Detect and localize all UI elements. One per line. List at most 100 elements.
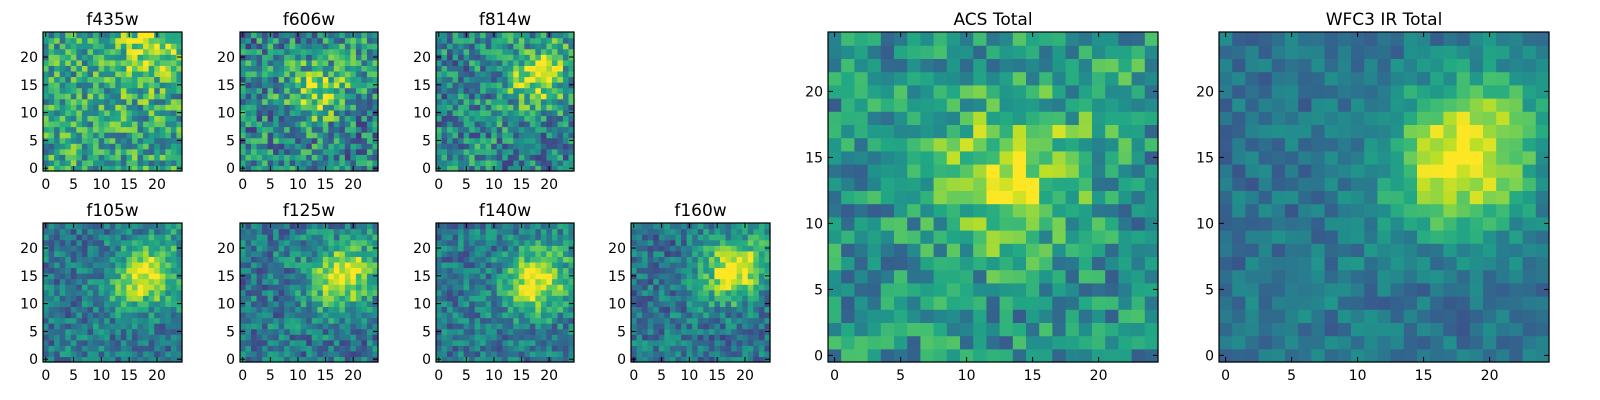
heatmap-cell [692,334,699,341]
heatmap-cell [658,289,665,296]
heatmap-cell [540,120,547,128]
heatmap-cell [366,70,374,78]
heatmap-cell [143,334,150,341]
heatmap-cell [126,306,133,313]
heatmap-cell [551,228,559,235]
heatmap-cell [692,239,699,246]
heatmap-cell [278,98,285,105]
heatmap-cell [436,104,443,111]
heatmap-cell [491,228,498,235]
heatmap-cell [289,284,296,291]
heatmap-cell [658,317,665,324]
heatmap-cell [93,48,100,55]
heatmap-cell [54,93,61,100]
heatmap-cell [372,261,379,269]
heatmap-cell [165,284,172,291]
heatmap-cell [458,300,465,307]
heatmap-cell [43,289,50,296]
heatmap-cell [154,48,161,55]
heatmap-cell [154,76,161,83]
heatmap-cell [43,37,50,44]
heatmap-cell [278,311,285,319]
heatmap-cell [372,250,379,257]
heatmap-cell [1105,190,1119,205]
heatmap-cell [463,126,470,133]
heatmap-cell [317,87,324,94]
heatmap-cell [361,93,368,100]
heatmap-cell [170,328,178,335]
heatmap-cell [70,239,77,246]
heatmap-cell [366,289,374,296]
heatmap-cell [529,278,536,285]
heatmap-cell [126,311,133,319]
heatmap-cell [452,120,459,128]
heatmap-cell [143,76,150,83]
heatmap-cell [278,32,285,39]
heatmap-cell [540,228,547,235]
heatmap-cell [131,306,139,313]
heatmap-cell [736,239,743,246]
heatmap-cell [867,243,882,257]
heatmap-cell [636,250,643,257]
heatmap-cell [333,300,340,307]
heatmap-cell [692,295,699,302]
heatmap-cell [115,76,122,83]
heatmap-cell [54,37,61,44]
heatmap-cell [557,109,564,116]
heatmap-cell [350,267,357,274]
heatmap-cell [452,228,459,235]
heatmap-cell [458,37,465,44]
heatmap-cell [355,300,363,307]
heatmap-cell [714,295,721,302]
heatmap-cell [48,76,55,83]
heatmap-cell [647,223,654,230]
heatmap-cell [557,273,564,280]
heatmap-cell [485,137,492,144]
heatmap-cell [714,345,721,352]
heatmap-cell [557,137,564,144]
heatmap-cell [300,143,307,150]
heatmap-cell [731,345,738,352]
heatmap-cell [731,350,738,358]
heatmap-cell [65,267,72,274]
heatmap-cell [273,159,280,167]
heatmap-cell [441,339,448,346]
heatmap-cell [54,109,61,116]
heatmap-cell [753,289,760,296]
heatmap-cell [317,328,324,335]
heatmap-cell [159,228,166,235]
heatmap-cell [48,87,55,94]
heatmap-cell [764,289,771,296]
heatmap-cell [137,328,144,335]
heatmap-cell [485,356,492,363]
heatmap-cell [284,59,291,66]
heatmap-cell [165,245,172,252]
heatmap-cell [165,32,172,39]
heatmap-cell [81,32,89,39]
heatmap-cell [562,267,570,274]
heatmap-cell [485,82,492,89]
heatmap-cell [70,284,77,291]
heatmap-cell [350,59,357,66]
heatmap-cell [278,137,285,144]
heatmap-cell [256,245,263,252]
heatmap-cell [109,132,116,139]
heatmap-cell [115,311,122,319]
heatmap-cell [333,65,340,72]
heatmap-cell [880,348,895,363]
heatmap-cell [681,261,688,269]
heatmap-cell [636,278,643,285]
heatmap-cell [736,356,743,363]
heatmap-cell [491,93,498,100]
heatmap-cell [675,317,682,324]
heatmap-cell [372,148,379,155]
heatmap-cell [742,350,749,358]
heatmap-cell [742,228,749,235]
heatmap-cell [333,120,340,128]
heatmap-cell [126,239,133,246]
heatmap-cell [98,43,105,50]
heatmap-cell [999,348,1014,363]
heatmap-cell [496,87,503,94]
heatmap-cell [240,289,247,296]
heatmap-cell [93,65,100,72]
